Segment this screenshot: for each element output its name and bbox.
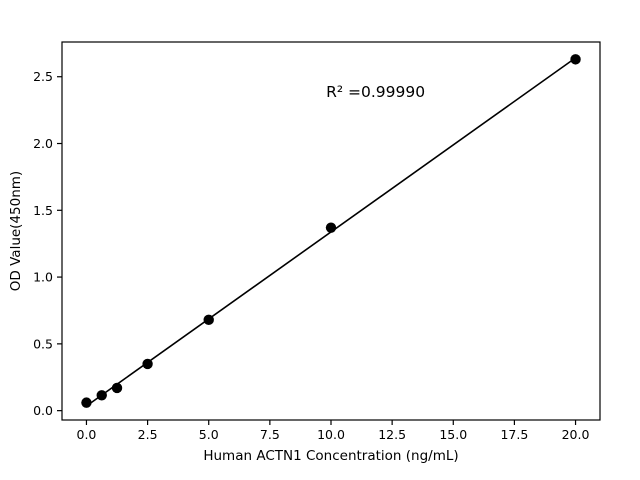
y-tick-label: 0.0 bbox=[33, 403, 53, 418]
x-tick-label: 7.5 bbox=[260, 427, 280, 442]
x-tick-label: 2.5 bbox=[138, 427, 158, 442]
x-tick-label: 12.5 bbox=[378, 427, 406, 442]
x-tick-label: 10.0 bbox=[317, 427, 345, 442]
y-tick-label: 2.0 bbox=[33, 136, 53, 151]
x-tick-label: 5.0 bbox=[199, 427, 219, 442]
x-tick-label: 20.0 bbox=[562, 427, 590, 442]
y-tick-label: 1.0 bbox=[33, 270, 53, 285]
data-point bbox=[570, 54, 581, 65]
x-tick-label: 17.5 bbox=[500, 427, 528, 442]
x-tick-label: 15.0 bbox=[439, 427, 467, 442]
data-point bbox=[96, 390, 107, 401]
data-point bbox=[203, 314, 214, 326]
x-tick-label: 0.0 bbox=[77, 427, 97, 442]
data-point bbox=[81, 397, 92, 408]
r-squared-annotation: R² =0.99990 bbox=[326, 83, 425, 101]
data-point bbox=[142, 358, 153, 370]
y-tick-label: 2.5 bbox=[33, 69, 53, 84]
x-axis-label: Human ACTN1 Concentration (ng/mL) bbox=[203, 448, 458, 464]
y-axis-label: OD Value(450nm) bbox=[8, 171, 24, 291]
data-point bbox=[111, 382, 123, 394]
y-tick-label: 1.5 bbox=[33, 203, 53, 218]
y-tick-label: 0.5 bbox=[33, 336, 53, 351]
data-point bbox=[325, 222, 337, 233]
